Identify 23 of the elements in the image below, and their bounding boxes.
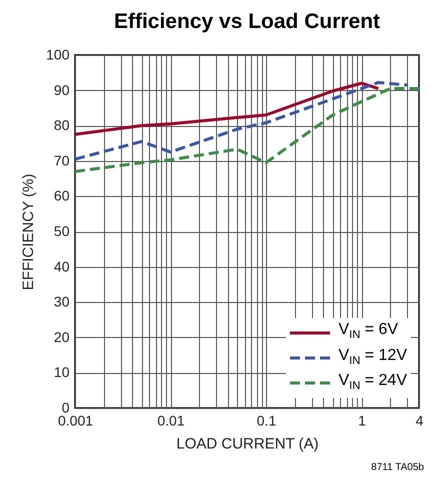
x-tick-label: 4 xyxy=(416,412,424,428)
legend-label: V$_{IN}$ = 12V xyxy=(338,346,407,369)
y-tick-label: 20 xyxy=(54,328,70,345)
y-tick-label: 0 xyxy=(62,400,70,416)
y-tick-label: 30 xyxy=(54,294,70,310)
x-tick-label: 0.001 xyxy=(58,412,94,428)
x-axis-title: LOAD CURRENT (A) xyxy=(176,436,319,452)
text: 8711 TA05b xyxy=(371,462,424,473)
y-tick-label: 80 xyxy=(54,117,70,134)
y-tick-label: 50 xyxy=(54,223,70,239)
y-tick-label: 70 xyxy=(54,152,70,168)
y-axis-title: EFFICIENCY (%) xyxy=(20,174,38,290)
legend-label: V$_{IN}$ = 24V xyxy=(338,370,407,394)
legend-label: V$_{IN}$ = 6V xyxy=(338,320,398,344)
x-tick-label: 1 xyxy=(358,412,366,428)
y-tick-label: 100 xyxy=(46,46,70,62)
chart-title: Efficiency vs Load Current xyxy=(114,10,380,33)
x-tick-label: 0.01 xyxy=(157,412,185,428)
x-tick-label: 0.1 xyxy=(256,412,276,428)
y-tick-label: 90 xyxy=(54,82,70,98)
y-tick-label: 60 xyxy=(54,188,70,204)
y-tick-label: 10 xyxy=(54,364,70,380)
y-tick-label: 40 xyxy=(54,258,70,274)
